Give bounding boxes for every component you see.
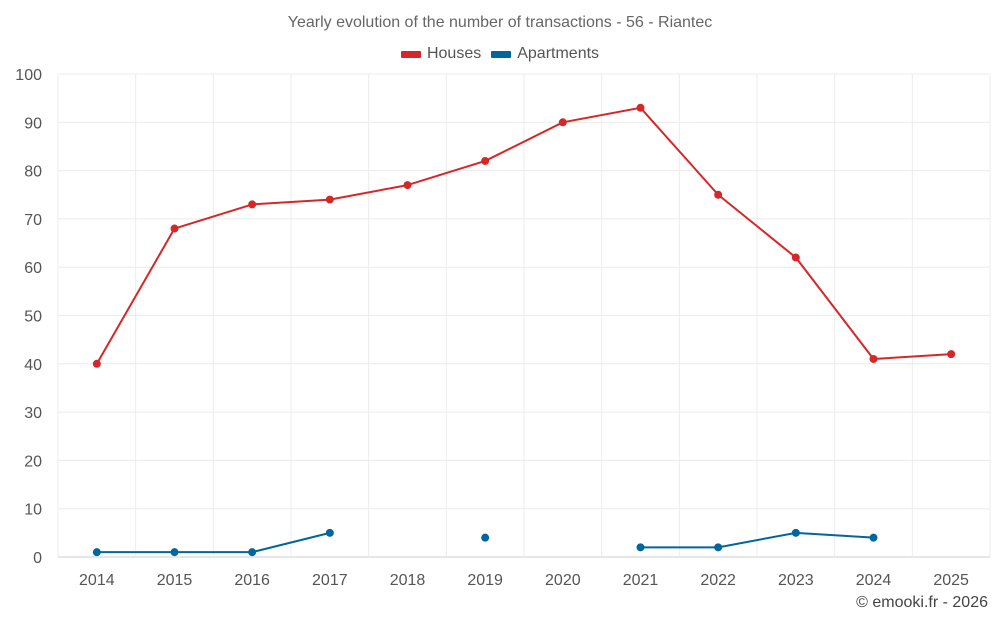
chart-title: Yearly evolution of the number of transa… [287,14,713,31]
data-point-houses [791,253,800,262]
y-tick-label: 10 [24,502,42,519]
data-point-houses [636,103,645,112]
series-line-apartments [640,531,874,549]
y-tick-label: 0 [33,550,42,567]
y-tick-label: 60 [24,260,42,277]
data-point-houses [947,350,956,359]
data-point-houses [248,200,257,209]
x-tick-label: 2016 [234,572,270,589]
data-point-apartments [636,543,645,552]
x-tick-label: 2014 [79,572,115,589]
y-tick-label: 40 [24,357,42,374]
x-tick-label: 2022 [700,572,736,589]
data-point-houses [92,359,101,368]
legend-label-houses: Houses [426,45,482,62]
series-line-apartments [96,531,331,554]
data-point-houses [403,181,412,190]
legend: Houses Apartments [0,45,1000,63]
data-point-houses [170,224,179,233]
data-point-apartments [325,528,334,537]
data-point-houses [714,190,723,199]
data-point-apartments [869,533,878,542]
y-tick-label: 50 [24,309,42,326]
y-tick-label: 70 [24,212,42,229]
y-tick-label: 100 [15,67,42,84]
data-point-houses [869,354,878,363]
x-tick-label: 2025 [933,572,969,589]
x-tick-label: 2020 [545,572,581,589]
legend-item-houses[interactable]: Houses [400,45,482,63]
y-tick-label: 20 [24,453,42,470]
legend-swatch-houses [400,50,421,58]
legend-item-apartments[interactable]: Apartments [491,45,599,63]
y-tick-label: 90 [24,115,42,132]
x-tick-label: 2021 [623,572,659,589]
x-tick-label: 2017 [312,572,348,589]
y-tick-label: 80 [24,164,42,181]
data-point-apartments [92,548,101,557]
x-tick-label: 2019 [467,572,503,589]
series-line-houses [95,106,952,365]
data-point-apartments [170,548,179,557]
data-point-apartments [714,543,723,552]
x-tick-label: 2015 [157,572,193,589]
y-tick-label: 30 [24,405,42,422]
legend-swatch-apartments [491,50,512,58]
x-tick-label: 2018 [390,572,426,589]
data-point-houses [558,118,567,127]
x-tick-label: 2023 [778,572,814,589]
data-point-apartments [791,528,800,537]
data-point-apartments [481,533,490,542]
data-point-houses [325,195,334,204]
data-point-houses [481,156,490,165]
legend-label-apartments: Apartments [517,45,600,62]
x-tick-label: 2024 [856,572,892,589]
credit-text: © emooki.fr - 2026 [856,594,988,611]
data-point-apartments [248,548,257,557]
